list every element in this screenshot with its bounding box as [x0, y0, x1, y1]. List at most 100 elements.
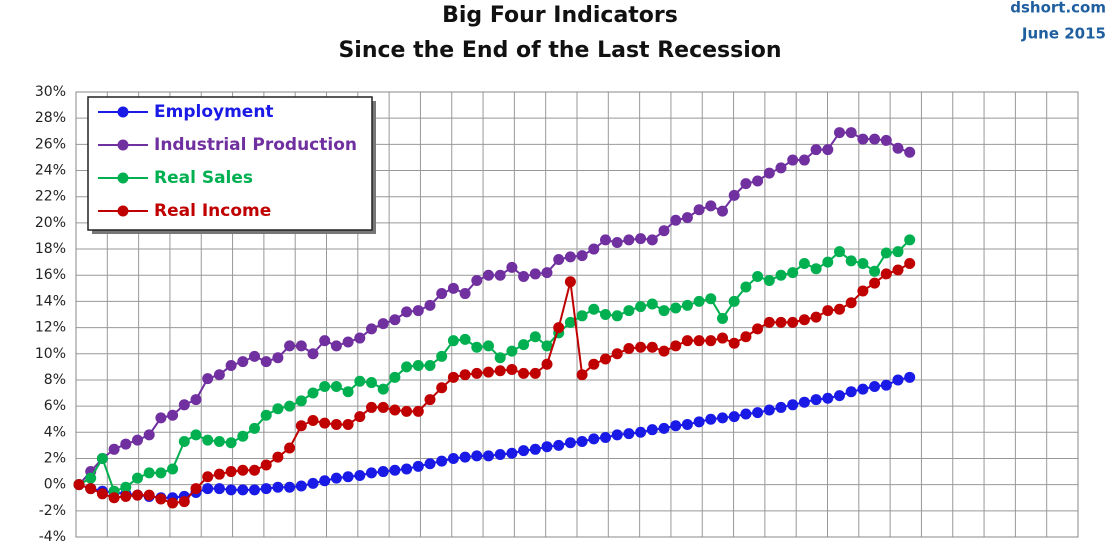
data-point [155, 493, 167, 505]
data-point [658, 305, 670, 317]
data-point [213, 483, 225, 495]
data-point [354, 411, 366, 423]
data-point [810, 144, 822, 156]
data-point [366, 377, 377, 389]
data-point [354, 375, 366, 387]
data-point [471, 367, 483, 379]
data-point [763, 274, 775, 286]
data-point [436, 288, 448, 300]
data-point [237, 430, 249, 442]
y-tick-label: 28% [35, 110, 66, 126]
data-point [635, 301, 647, 313]
y-tick-label: 30% [35, 84, 66, 100]
data-point [518, 271, 530, 283]
data-point [869, 277, 881, 289]
y-tick-label: 14% [35, 293, 66, 309]
data-point [237, 464, 249, 476]
data-point [553, 254, 565, 266]
data-point [904, 371, 916, 383]
y-tick-label: 20% [35, 215, 66, 231]
data-point [483, 366, 494, 378]
data-point [225, 437, 237, 449]
data-point [377, 466, 389, 478]
data-point [377, 401, 389, 413]
legend-marker [117, 172, 129, 184]
data-point [354, 332, 366, 344]
data-point [412, 460, 424, 472]
data-point [424, 299, 436, 311]
data-point [389, 464, 401, 476]
data-point [436, 382, 448, 394]
data-point [717, 412, 728, 424]
data-point [658, 225, 670, 237]
data-point [611, 237, 623, 249]
data-point [670, 214, 682, 226]
data-point [705, 293, 717, 305]
data-point [132, 472, 143, 484]
data-point [459, 333, 471, 345]
legend: Employment Industrial Production Real Sale… [87, 96, 376, 234]
data-point [869, 265, 881, 277]
legend-marker [117, 205, 129, 217]
data-point [834, 246, 845, 258]
y-tick-label: 0% [44, 477, 66, 493]
data-point [167, 497, 179, 509]
data-point [518, 339, 530, 351]
data-point [752, 175, 764, 187]
data-point [693, 204, 705, 216]
data-point [213, 468, 225, 480]
y-tick-label: 24% [35, 163, 66, 179]
data-point [342, 418, 354, 430]
data-point [775, 269, 787, 281]
data-point [518, 367, 530, 379]
y-tick-label: 6% [44, 398, 66, 414]
plot [73, 127, 916, 509]
data-point [120, 490, 132, 502]
data-point [249, 350, 260, 362]
data-point [494, 352, 506, 364]
data-point [342, 336, 354, 348]
data-point [518, 445, 530, 457]
data-point [857, 383, 869, 395]
data-point [459, 288, 471, 300]
data-point [307, 415, 319, 427]
data-point [740, 178, 752, 190]
data-point [260, 483, 272, 495]
data-point [705, 413, 717, 425]
data-point [249, 464, 260, 476]
data-point [564, 437, 576, 449]
data-point [600, 353, 611, 365]
y-tick-label: 12% [35, 320, 66, 336]
data-point [96, 488, 108, 500]
data-point [447, 452, 459, 464]
data-point [447, 371, 459, 383]
data-point [728, 189, 740, 201]
data-point [366, 467, 377, 479]
data-point [857, 285, 869, 297]
data-point [342, 471, 354, 483]
data-point [693, 335, 705, 347]
data-point [319, 475, 331, 487]
data-point [740, 281, 752, 293]
data-point [892, 246, 904, 258]
data-point [330, 340, 342, 352]
data-point [740, 408, 752, 420]
data-point [506, 447, 518, 459]
data-point [506, 363, 518, 375]
data-point [295, 420, 307, 432]
data-point [693, 295, 705, 307]
data-point [307, 477, 319, 489]
data-point [190, 483, 202, 495]
legend-box [87, 96, 373, 231]
data-point [366, 401, 377, 413]
data-point [96, 452, 108, 464]
data-point [483, 269, 494, 281]
data-point [892, 264, 904, 276]
data-point [717, 205, 728, 217]
data-point [424, 360, 436, 372]
data-point [763, 167, 775, 179]
data-point [822, 144, 834, 156]
data-point [658, 422, 670, 434]
data-point [202, 483, 214, 495]
data-point [822, 392, 834, 404]
